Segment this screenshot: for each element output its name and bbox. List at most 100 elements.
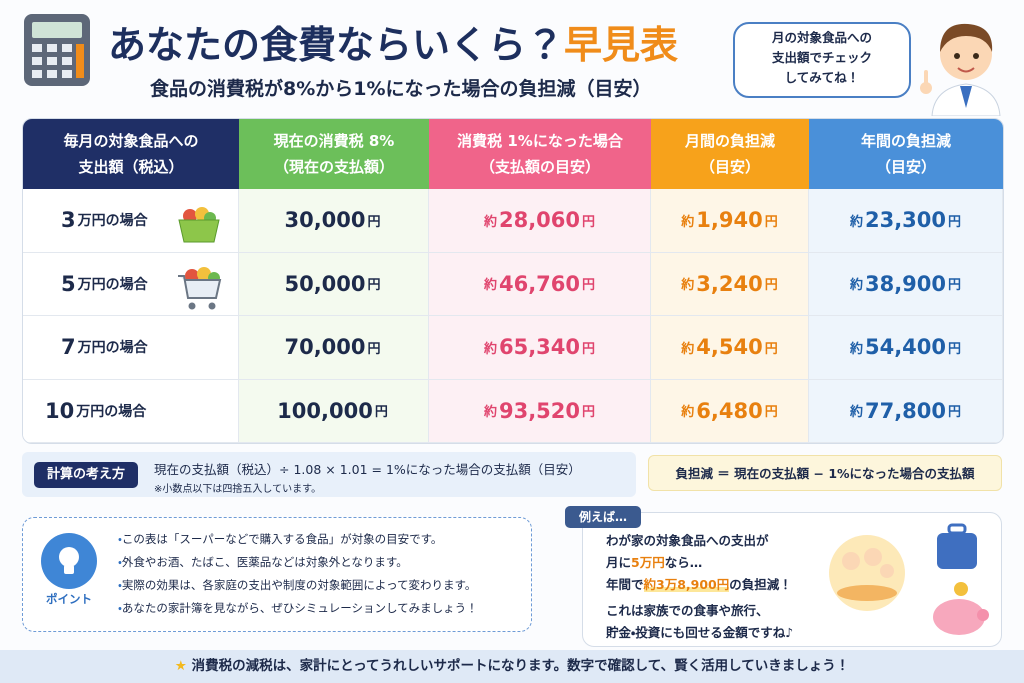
value-cell: 約 1,940 円	[651, 189, 809, 253]
calculation-formula: 現在の支払額（税込）÷ 1.08 × 1.01 = 1%になった場合の支払額（目…	[154, 462, 581, 477]
value: 46,760	[498, 271, 581, 296]
header-text: 消費税 1%になった場合	[457, 132, 623, 150]
row-unit: 万円の場合	[77, 276, 148, 293]
footer: ★ 消費税の減税は、家計にとってうれしいサポートになります。数字で確認して、賢く…	[0, 650, 1024, 683]
header-text: 現在の消費税 8%	[273, 132, 395, 150]
header-text: 支出額（税込）	[78, 158, 184, 176]
basket-icon	[178, 207, 220, 243]
example-line: 月に5万円なら…	[606, 552, 793, 574]
point-item: あなたの家計簿を見ながら、ぜひシミュレーションしてみましょう！	[118, 597, 478, 620]
value: 3,240	[696, 271, 763, 296]
example-line: 貯金・投資にも回せる金額ですね♪	[606, 622, 793, 644]
row-amount: 5	[61, 271, 76, 296]
approx: 約	[483, 341, 497, 357]
approx: 約	[849, 405, 863, 421]
bubble-line: 月の対象食品への	[771, 30, 872, 45]
header-text: （現在の支払額）	[273, 158, 394, 176]
calculator-icon	[24, 14, 90, 86]
yen: 円	[582, 278, 596, 294]
example-lines: わが家の対象食品への支出が 月に5万円なら… 年間で約3万8,900円の負担減！ これ…	[606, 530, 793, 644]
point-items: この表は「スーパーなどで購入する食品」が対象の目安です。外食やお酒、たばこ、医薬…	[118, 528, 478, 620]
value-cell: 70,000 円	[239, 316, 429, 380]
yen: 円	[948, 341, 962, 357]
value-cell: 50,000 円	[239, 252, 429, 316]
example-line: わが家の対象食品への支出が	[606, 530, 793, 552]
value: 28,060	[498, 208, 581, 233]
value: 77,800	[864, 398, 947, 423]
row-label: 10 万円の場合	[23, 379, 239, 443]
example-text: これは家族での食事や旅行、	[606, 603, 769, 618]
value-cell: 約 93,520 円	[429, 379, 651, 443]
bubble-line: してみてね！	[784, 70, 860, 85]
title: あなたの食費ならいくら？早見表	[108, 14, 678, 69]
example-line: これは家族での食事や旅行、	[606, 600, 793, 622]
value-cell: 約 23,300 円	[809, 189, 1003, 253]
suitcase-icon	[937, 523, 977, 569]
example-text: 約3万8,900円	[643, 577, 730, 592]
header-cell: 消費税 1%になった場合 （支払額の目安）	[429, 119, 651, 189]
piggy-bank-icon	[933, 582, 989, 635]
value: 6,480	[696, 398, 763, 423]
header-text: 年間の負担減	[860, 132, 951, 150]
calculation-label: 計算の考え方	[34, 462, 138, 488]
yen: 円	[582, 341, 596, 357]
value: 50,000	[284, 271, 366, 296]
title-highlight: 早見表	[564, 23, 679, 67]
value-cell: 約 28,060 円	[429, 189, 651, 253]
value-cell: 約 38,900 円	[809, 252, 1003, 316]
yen: 円	[582, 214, 596, 230]
value: 100,000	[277, 398, 373, 423]
yen: 円	[948, 214, 962, 230]
approx: 約	[681, 278, 695, 294]
speech-bubble: 月の対象食品への 支出額でチェック してみてね！	[733, 22, 911, 98]
value-cell: 約 65,340 円	[429, 316, 651, 380]
example-text: わが家の対象食品への支出が	[606, 533, 769, 548]
row-label: 7 万円の場合	[23, 316, 239, 380]
footer-text: 消費税の減税は、家計にとってうれしいサポートになります。数字で確認して、賢く活用…	[191, 658, 850, 674]
point-item: 実際の効果は、各家庭の支出や制度の対象範囲によって変わります。	[118, 574, 478, 597]
calculation-box: 計算の考え方 現在の支払額（税込）÷ 1.08 × 1.01 = 1%になった場…	[22, 452, 636, 497]
yen: 円	[764, 278, 778, 294]
row-unit: 万円の場合	[77, 340, 148, 357]
yen: 円	[367, 214, 381, 230]
approx: 約	[483, 278, 497, 294]
header-text: 月間の負担減	[684, 132, 775, 150]
value-cell: 約 77,800 円	[809, 379, 1003, 443]
header-text: （目安）	[875, 158, 936, 176]
row-unit: 万円の場合	[76, 403, 147, 420]
value-cell: 約 46,760 円	[429, 252, 651, 316]
yen: 円	[367, 278, 381, 294]
value: 70,000	[284, 335, 366, 360]
cart-icon	[178, 267, 222, 310]
burden-formula: 負担減 ＝ 現在の支払額 − 1%になった場合の支払額	[648, 455, 1002, 491]
yen: 円	[764, 341, 778, 357]
value: 54,400	[864, 335, 947, 360]
header-cell: 月間の負担減 （目安）	[651, 119, 809, 189]
example-text: 貯金・投資にも回せる金額ですね♪	[606, 625, 794, 640]
approx: 約	[681, 341, 695, 357]
header-cell: 毎月の対象食品への 支出額（税込）	[23, 119, 239, 189]
value: 65,340	[498, 335, 581, 360]
point-item: この表は「スーパーなどで購入する食品」が対象の目安です。	[118, 528, 478, 551]
value-cell: 100,000 円	[239, 379, 429, 443]
yen: 円	[582, 405, 596, 421]
yen: 円	[948, 405, 962, 421]
yen: 円	[764, 214, 778, 230]
value: 30,000	[284, 208, 366, 233]
header-cell: 年間の負担減 （目安）	[809, 119, 1003, 189]
row-amount: 3	[61, 208, 76, 233]
bubble-line: 支出額でチェック	[771, 50, 872, 65]
example-text: なら…	[664, 555, 703, 570]
yen: 円	[948, 278, 962, 294]
value: 23,300	[864, 208, 947, 233]
value-cell: 約 54,400 円	[809, 316, 1003, 380]
approx: 約	[681, 405, 695, 421]
point-item: 外食やお酒、たばこ、医薬品などは対象外となります。	[118, 551, 478, 574]
bulb-icon	[41, 533, 97, 589]
approx: 約	[483, 214, 497, 230]
point-box: ポイント この表は「スーパーなどで購入する食品」が対象の目安です。外食やお酒、た…	[22, 517, 532, 632]
family-icon	[829, 535, 905, 611]
value: 4,540	[696, 335, 763, 360]
yen: 円	[764, 405, 778, 421]
